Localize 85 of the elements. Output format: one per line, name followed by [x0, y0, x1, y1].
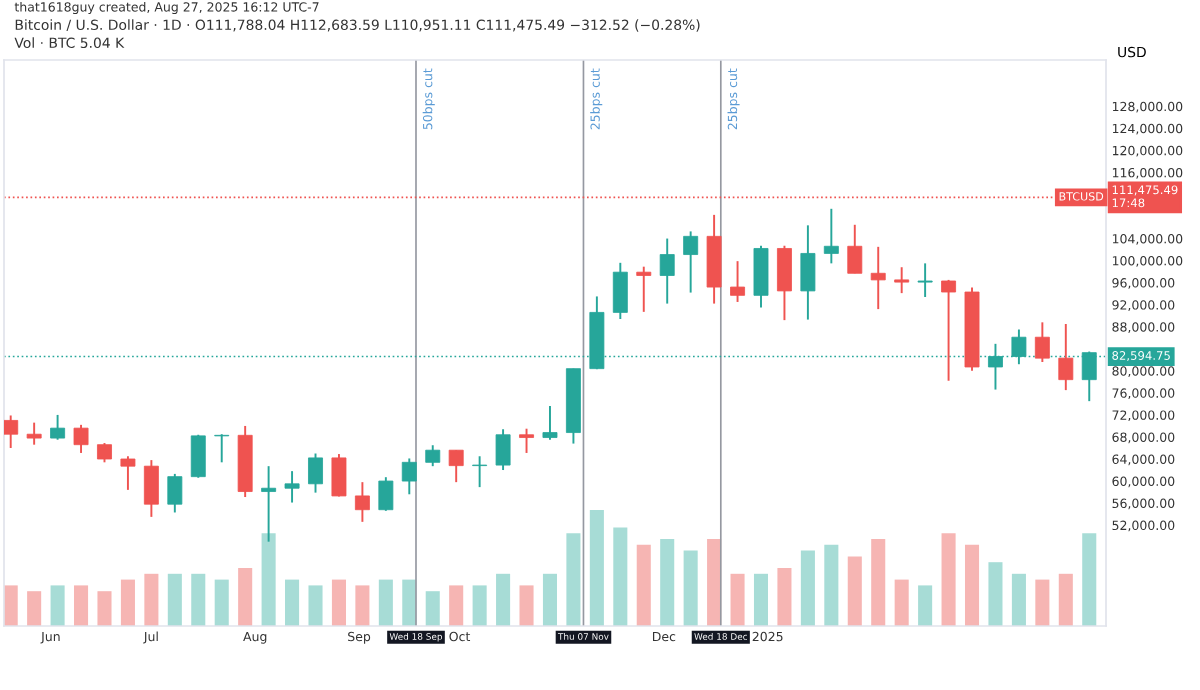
bar — [1011, 573, 1026, 626]
bar — [613, 527, 628, 626]
candlestick — [894, 266, 910, 295]
bar — [144, 573, 159, 626]
bar — [589, 510, 604, 626]
bar — [261, 533, 276, 626]
bar — [1035, 579, 1050, 626]
bar — [847, 556, 862, 626]
candlestick — [120, 455, 136, 491]
candlestick — [50, 413, 66, 441]
bar — [707, 539, 722, 626]
bar — [964, 544, 980, 626]
bar — [308, 585, 323, 626]
candlestick — [823, 207, 839, 265]
candlestick — [847, 223, 863, 275]
candlestick — [308, 452, 323, 494]
bar — [519, 585, 534, 626]
candlestick — [143, 459, 159, 518]
candlestick — [683, 230, 699, 294]
bar — [97, 591, 112, 626]
candlestick — [800, 224, 816, 321]
candlestick — [753, 244, 769, 309]
bar — [27, 591, 42, 626]
candlestick — [612, 261, 628, 320]
bar — [472, 585, 487, 626]
bar — [1082, 533, 1097, 626]
bar — [730, 573, 745, 626]
candlestick — [519, 427, 534, 454]
bar — [331, 579, 346, 626]
candlestick — [73, 423, 89, 454]
candlestick — [636, 265, 652, 313]
bar — [238, 568, 253, 626]
bar — [214, 579, 229, 626]
candlestick — [472, 455, 488, 489]
bar — [918, 585, 933, 626]
candlestick — [659, 237, 675, 305]
candlestick — [190, 433, 206, 479]
candlestick — [401, 457, 417, 496]
bar — [4, 585, 18, 626]
candlestick — [4, 414, 19, 449]
bar — [378, 579, 393, 626]
candlestick — [448, 449, 464, 484]
candlestick — [730, 260, 745, 303]
candlestick — [1058, 323, 1074, 392]
candlestick — [378, 476, 394, 512]
bar — [988, 562, 1003, 626]
bar — [74, 585, 89, 626]
bar — [894, 579, 909, 626]
bar — [285, 579, 300, 626]
bar — [753, 573, 769, 626]
candlestick — [167, 472, 183, 514]
bar — [660, 539, 675, 626]
bar — [824, 544, 839, 626]
candlestick — [425, 444, 441, 468]
candlestick — [941, 278, 957, 382]
bar — [636, 544, 651, 626]
candlestick — [917, 262, 933, 298]
bar — [425, 591, 440, 626]
bar — [800, 550, 815, 626]
bar — [50, 585, 65, 626]
bar — [496, 573, 511, 626]
bar — [941, 533, 956, 626]
bar — [355, 585, 370, 626]
bar — [566, 533, 581, 626]
bar — [449, 585, 464, 626]
bar — [777, 568, 792, 626]
candlestick — [26, 421, 42, 446]
candlestick — [354, 481, 370, 523]
candlestick — [542, 405, 558, 441]
candlestick — [776, 244, 792, 322]
bar — [191, 573, 206, 626]
bar — [402, 579, 417, 626]
candlestick — [1034, 321, 1050, 363]
candlestick — [97, 442, 112, 464]
candlestick — [495, 428, 511, 471]
bar — [1058, 573, 1073, 626]
bar — [683, 550, 698, 626]
candlestick — [331, 453, 347, 498]
bar — [542, 573, 558, 626]
bar — [167, 573, 182, 626]
candlestick — [284, 470, 300, 504]
bar — [120, 579, 135, 626]
bar — [871, 539, 886, 626]
candlestick — [214, 433, 230, 464]
candlestick — [870, 245, 886, 311]
